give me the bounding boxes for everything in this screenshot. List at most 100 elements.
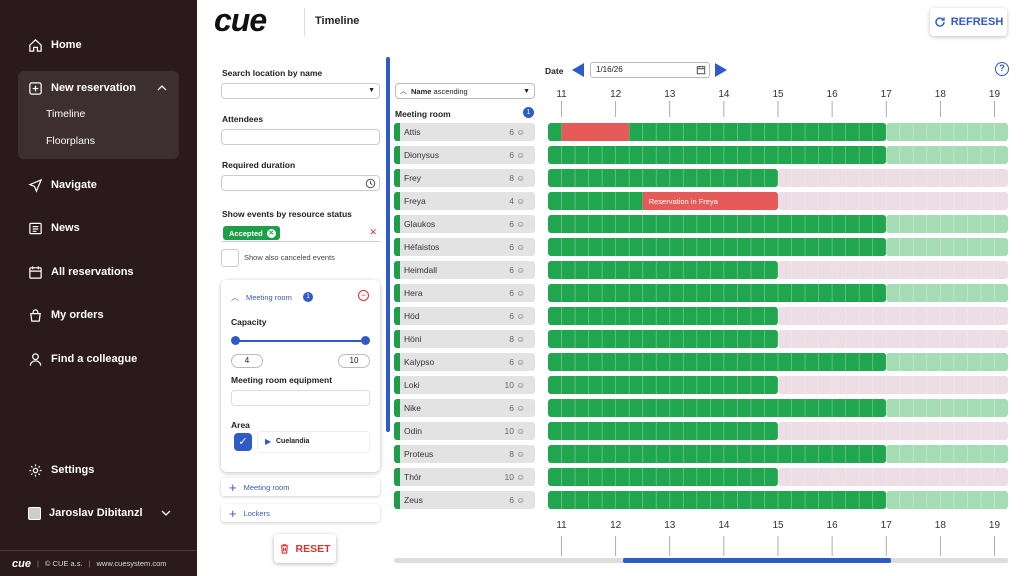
equipment-label: Meeting room equipment	[231, 375, 333, 385]
room-row[interactable]: Höni 8 ☺	[394, 330, 535, 348]
next-day-button[interactable]	[715, 63, 727, 77]
room-capacity: 10 ☺	[504, 472, 525, 482]
add-meeting-room-button[interactable]: + Meeting room	[221, 478, 380, 496]
room-accent	[394, 445, 400, 463]
user-menu[interactable]: Jaroslav Dibitanzl	[18, 496, 179, 530]
after-hours-bar	[778, 261, 1008, 279]
chevron-up-icon[interactable]: ︿	[231, 293, 239, 302]
room-capacity-value: 8	[509, 173, 514, 183]
plus-square-icon	[29, 81, 42, 95]
availability-bar	[548, 307, 778, 325]
room-row[interactable]: Loki 10 ☺	[394, 376, 535, 394]
nav-settings[interactable]: Settings	[18, 453, 179, 487]
nav-find-colleague[interactable]: Find a colleague	[18, 342, 179, 376]
nav-sub-timeline[interactable]: Timeline	[46, 108, 86, 120]
area-checkbox[interactable]: ✓	[234, 433, 252, 451]
room-name: Loki	[404, 380, 420, 390]
status-chip[interactable]: Accepted ✕	[223, 226, 280, 240]
hour-label: 16	[827, 520, 839, 531]
footer-url[interactable]: www.cuesystem.com	[96, 559, 167, 568]
date-input[interactable]: 1/16/26	[590, 62, 710, 78]
status-label: Show events by resource status	[222, 209, 352, 219]
room-row[interactable]: Odin 10 ☺	[394, 422, 535, 440]
area-row[interactable]: ▶ Cuelandia	[257, 431, 370, 453]
hour-label: 12	[610, 89, 622, 100]
filter-scrollbar[interactable]	[386, 57, 390, 432]
room-row[interactable]: Héfaistos 6 ☺	[394, 238, 535, 256]
nav-home[interactable]: Home	[18, 28, 179, 62]
chip-remove-icon[interactable]: ✕	[266, 228, 276, 238]
after-hours-bar	[778, 422, 1008, 440]
room-capacity: 6 ☺	[509, 265, 525, 275]
duration-input[interactable]	[221, 175, 380, 191]
capacity-slider-handle-min[interactable]	[231, 336, 240, 345]
room-capacity-value: 8	[509, 334, 514, 344]
room-row[interactable]: Freya 4 ☺	[394, 192, 535, 210]
availability-bar	[548, 123, 887, 141]
room-row[interactable]: Proteus 8 ☺	[394, 445, 535, 463]
trash-icon	[281, 544, 289, 554]
add-lockers-button[interactable]: + Lockers	[221, 504, 380, 522]
show-canceled-checkbox[interactable]	[221, 249, 239, 267]
room-capacity-value: 6	[509, 265, 514, 275]
nav-sub-floorplans[interactable]: Floorplans	[46, 135, 96, 147]
room-row[interactable]: Kalypso 6 ☺	[394, 353, 535, 371]
room-row[interactable]: Zeus 6 ☺	[394, 491, 535, 509]
room-row[interactable]: Hera 6 ☺	[394, 284, 535, 302]
person-icon: ☺	[516, 426, 525, 436]
room-row[interactable]: Heimdall 6 ☺	[394, 261, 535, 279]
search-location-select[interactable]: ▼	[221, 83, 380, 99]
reset-button[interactable]: RESET	[274, 534, 336, 563]
reservation-block	[642, 192, 778, 210]
room-accent	[394, 238, 400, 256]
availability-bar	[548, 215, 887, 233]
nav-new-reservation[interactable]: New reservation	[18, 71, 179, 105]
hour-label: 15	[772, 89, 784, 100]
equipment-input[interactable]	[231, 390, 370, 406]
date-label: Date	[545, 66, 564, 76]
expand-icon[interactable]: ▶	[265, 437, 272, 446]
refresh-button[interactable]: REFRESH	[930, 8, 1007, 36]
room-capacity: 10 ☺	[504, 380, 525, 390]
clear-icon[interactable]: ✕	[369, 227, 377, 237]
room-name: Höd	[404, 311, 420, 321]
room-row[interactable]: Frey 8 ☺	[394, 169, 535, 187]
room-capacity-value: 4	[509, 196, 514, 206]
help-icon[interactable]: ?	[995, 62, 1009, 76]
room-row[interactable]: Glaukos 6 ☺	[394, 215, 535, 233]
room-capacity-value: 6	[509, 242, 514, 252]
nav-my-orders[interactable]: My orders	[18, 298, 179, 332]
after-hours-bar	[886, 284, 1008, 302]
remove-filter-icon[interactable]: −	[358, 290, 369, 301]
capacity-max-input[interactable]: 10	[338, 354, 370, 368]
capacity-min-input[interactable]: 4	[231, 354, 263, 368]
nav-navigate[interactable]: Navigate	[18, 168, 179, 202]
chevron-up-icon[interactable]	[156, 82, 168, 94]
capacity-slider-track[interactable]	[235, 340, 366, 342]
nav-news[interactable]: News	[18, 211, 179, 245]
room-row[interactable]: Attis 6 ☺	[394, 123, 535, 141]
after-hours-bar	[778, 307, 1008, 325]
room-name: Hera	[404, 288, 423, 298]
sort-select[interactable]: ︿ Name ascending ▼	[395, 83, 535, 99]
room-capacity: 6 ☺	[509, 311, 525, 321]
timeline-scrollbar-thumb[interactable]	[623, 558, 891, 563]
status-select[interactable]: Accepted ✕ ✕	[221, 224, 380, 242]
hour-label: 11	[556, 89, 567, 100]
room-row[interactable]: Höd 6 ☺	[394, 307, 535, 325]
room-row[interactable]: Thór 10 ☺	[394, 468, 535, 486]
room-accent	[394, 422, 400, 440]
prev-day-button[interactable]	[572, 63, 584, 77]
attendees-input[interactable]	[221, 129, 380, 145]
room-capacity: 6 ☺	[509, 357, 525, 367]
calendar-icon[interactable]	[696, 65, 706, 75]
room-capacity: 6 ☺	[509, 242, 525, 252]
room-row[interactable]: Dionysus 6 ☺	[394, 146, 535, 164]
room-name: Nike	[404, 403, 422, 413]
nav-all-reservations[interactable]: All reservations	[18, 255, 179, 289]
capacity-label: Capacity	[231, 317, 267, 327]
after-hours-bar	[778, 192, 1008, 210]
room-row[interactable]: Nike 6 ☺	[394, 399, 535, 417]
person-icon: ☺	[516, 380, 525, 390]
capacity-slider-handle-max[interactable]	[361, 336, 370, 345]
